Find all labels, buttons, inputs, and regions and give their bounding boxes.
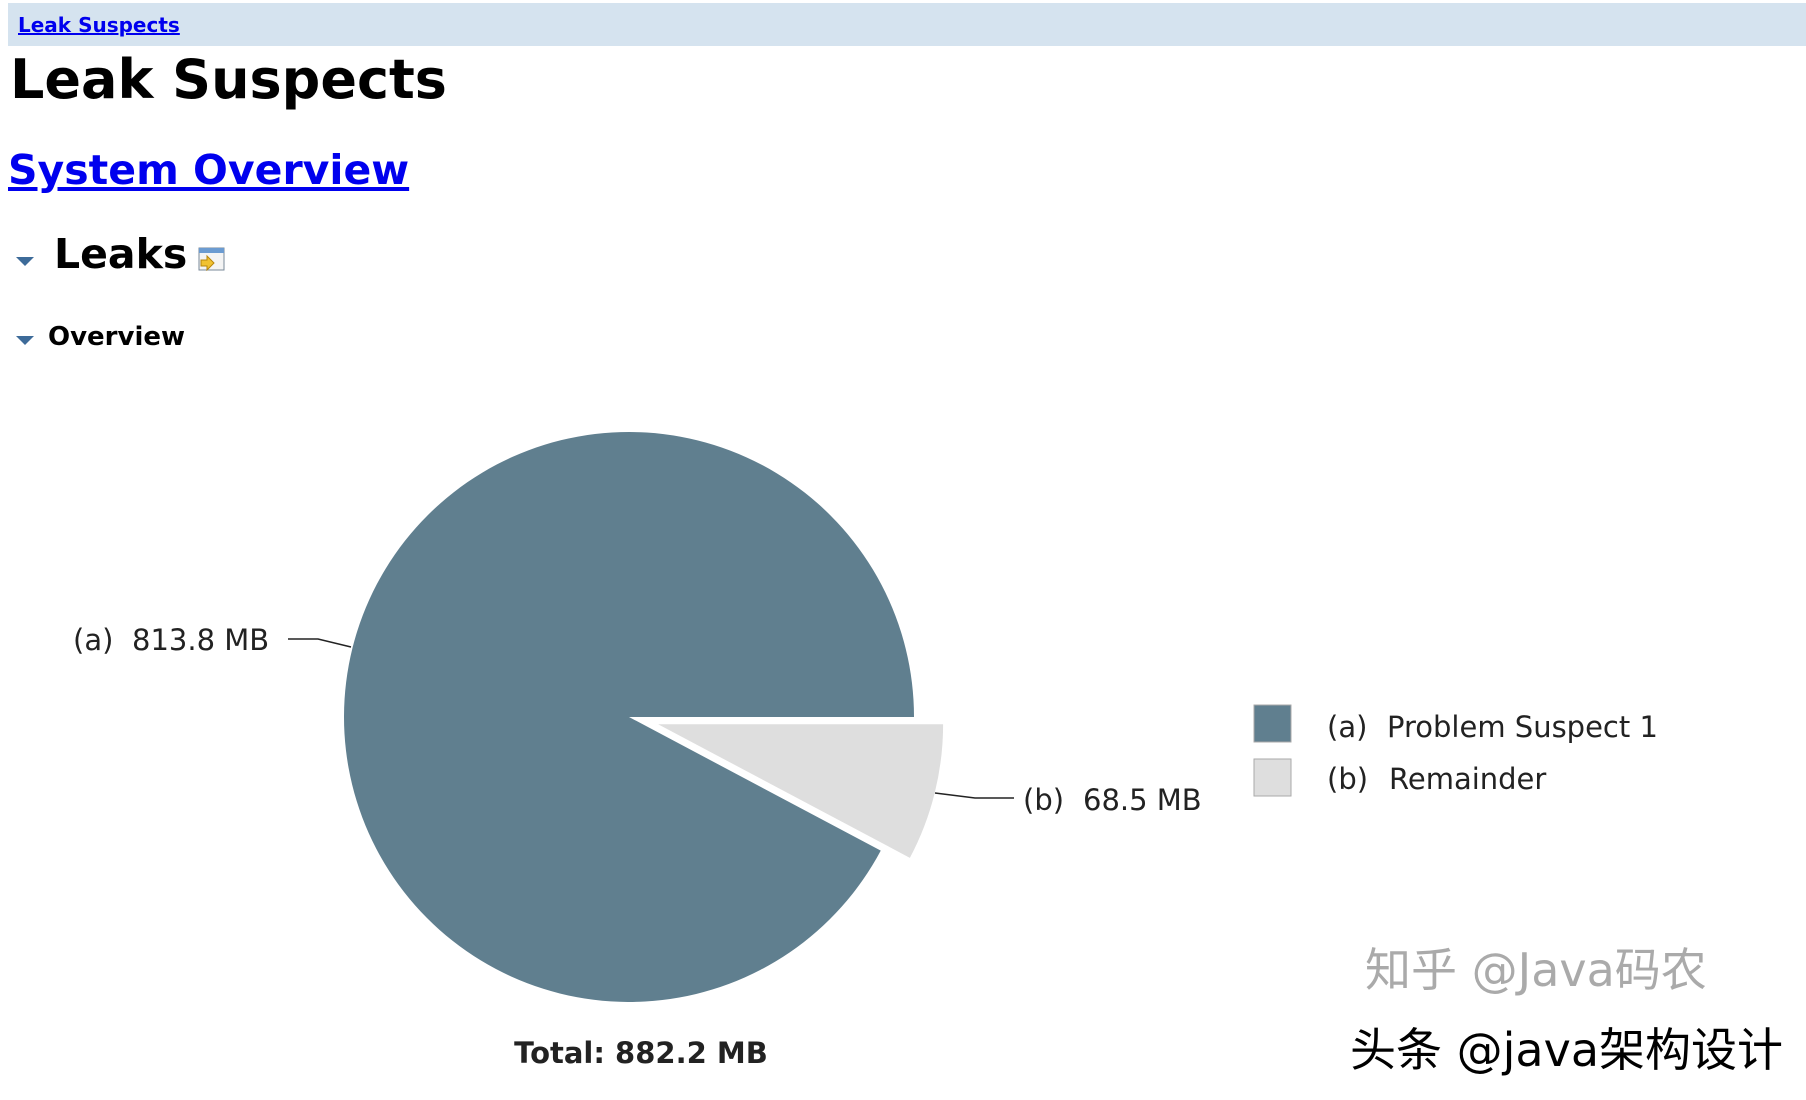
overview-collapse-triangle-icon[interactable]: [16, 336, 34, 345]
leader-line-b: [934, 792, 1014, 799]
legend-swatch-problem-suspect-1: [1253, 704, 1292, 743]
slice-label-a: 813.8 MB: [132, 623, 269, 657]
watermark-line-1: 知乎 @Java码农: [1365, 943, 1707, 997]
open-in-editor-icon[interactable]: [198, 247, 225, 271]
system-overview-link[interactable]: System Overview: [8, 146, 410, 194]
slice-label-b: 68.5 MB: [1083, 783, 1202, 817]
watermark-line-2: 头条 @java架构设计: [1350, 1023, 1784, 1077]
page-title: Leak Suspects: [10, 48, 447, 111]
legend-label-remainder: Remainder: [1389, 762, 1546, 796]
slice-key-a: (a): [73, 623, 113, 657]
pie-chart: (a) 813.8 MB (b) 68.5 MB (a) Problem Sus…: [73, 432, 1658, 1003]
pie-slice-remainder: [658, 724, 944, 858]
pie-slice-problem-suspect-1: [344, 432, 914, 1003]
legend-key-b: (b): [1327, 762, 1368, 796]
breadcrumb-leak-suspects-link[interactable]: Leak Suspects: [18, 13, 180, 37]
leaks-collapse-triangle-icon[interactable]: [16, 257, 34, 266]
legend-swatch-remainder: [1253, 758, 1292, 797]
legend-key-a: (a): [1327, 710, 1367, 744]
leaks-heading: Leaks: [54, 230, 188, 278]
slice-key-b: (b): [1023, 783, 1064, 817]
legend-label-problem-suspect-1: Problem Suspect 1: [1387, 710, 1658, 744]
leader-line-a: [288, 638, 352, 648]
total-label: Total: 882.2 MB: [514, 1036, 768, 1070]
breadcrumb-bar: Leak Suspects: [8, 3, 1806, 46]
overview-heading: Overview: [48, 322, 186, 352]
